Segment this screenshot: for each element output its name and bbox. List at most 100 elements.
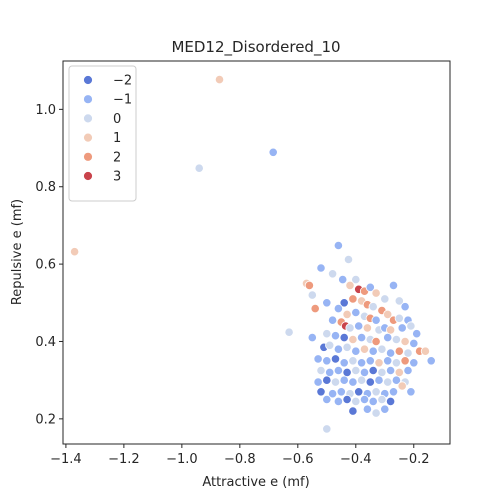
data-point	[325, 340, 335, 350]
data-point	[333, 303, 343, 314]
data-point	[327, 315, 338, 325]
data-point	[368, 302, 378, 312]
data-point	[403, 365, 413, 376]
legend-marker	[83, 151, 93, 162]
data-point	[365, 356, 375, 366]
data-point	[322, 329, 332, 339]
data-point	[400, 302, 410, 312]
data-point	[351, 307, 361, 318]
legend-label: −2	[113, 74, 132, 89]
data-point	[409, 338, 419, 348]
data-point	[316, 263, 326, 273]
data-point	[284, 327, 294, 337]
data-point	[371, 387, 381, 397]
y-tick-label: 0.6	[35, 258, 56, 273]
data-point	[391, 375, 401, 385]
data-point	[377, 394, 387, 405]
data-point	[351, 365, 361, 376]
data-point	[327, 269, 338, 279]
x-axis: −1.4 −1.2 −1.0 −0.8 −0.6 −0.4 −0.2	[50, 444, 430, 467]
x-tick-label: −0.8	[224, 452, 256, 467]
data-point	[374, 375, 384, 385]
legend-label: 1	[113, 131, 121, 146]
data-point	[316, 365, 326, 376]
data-point	[397, 381, 407, 391]
y-tick-label: 1.0	[35, 103, 56, 118]
data-point	[325, 367, 335, 377]
data-point	[359, 367, 370, 377]
legend-label: 0	[113, 112, 121, 127]
data-point	[330, 354, 341, 364]
data-point	[339, 298, 349, 308]
data-point	[351, 346, 361, 356]
data-point	[333, 240, 343, 251]
data-point	[406, 387, 416, 397]
data-point	[342, 394, 352, 405]
data-point	[356, 332, 367, 343]
data-point	[70, 247, 80, 257]
data-point	[383, 377, 393, 387]
y-tick-label: 0.2	[35, 412, 56, 427]
legend-marker	[83, 94, 93, 105]
data-point	[400, 356, 410, 366]
data-point	[348, 294, 358, 304]
legend-label: 2	[113, 150, 121, 165]
data-point	[343, 254, 354, 265]
data-point	[359, 394, 370, 405]
data-point	[322, 356, 332, 366]
data-point	[351, 274, 361, 285]
data-point	[342, 367, 352, 377]
data-point	[327, 389, 338, 399]
data-point	[385, 365, 396, 376]
data-point	[307, 290, 317, 300]
legend: −2 −1 0 1 2 3	[68, 65, 137, 202]
data-point	[345, 323, 355, 333]
data-point	[194, 163, 204, 173]
data-point	[354, 387, 364, 397]
data-point	[426, 356, 436, 366]
data-point	[383, 332, 393, 343]
data-point	[333, 365, 343, 376]
data-point	[388, 387, 399, 397]
data-point	[356, 375, 367, 385]
data-point	[377, 367, 387, 377]
data-point	[371, 315, 381, 325]
data-point	[394, 367, 404, 377]
data-point	[359, 344, 370, 354]
data-point	[339, 332, 349, 343]
x-tick-label: −0.2	[398, 452, 430, 467]
y-axis-label: Repulsive e (mf)	[10, 199, 25, 305]
plot-frame	[62, 60, 451, 445]
x-tick-label: −0.6	[282, 452, 314, 467]
data-point	[385, 325, 396, 335]
data-point	[348, 356, 358, 366]
data-point	[336, 387, 346, 397]
data-point	[313, 377, 323, 387]
data-point	[322, 375, 332, 385]
data-point	[362, 404, 372, 414]
data-point	[348, 377, 358, 387]
data-point	[385, 348, 396, 358]
data-point	[368, 396, 378, 406]
legend-label: −1	[113, 93, 132, 108]
data-point	[342, 342, 352, 352]
data-point	[380, 404, 390, 414]
data-point	[371, 288, 381, 298]
data-point	[409, 358, 419, 368]
data-point	[333, 344, 343, 354]
legend-marker	[83, 171, 93, 181]
data-point	[348, 406, 358, 416]
data-point	[365, 377, 375, 387]
data-point	[310, 303, 320, 314]
data-point	[330, 377, 341, 387]
data-point	[383, 356, 393, 366]
x-tick-label: −1.4	[50, 452, 82, 467]
data-point	[356, 358, 367, 368]
data-point	[313, 354, 323, 364]
data-point	[339, 375, 349, 385]
data-point	[403, 348, 413, 358]
data-point	[307, 332, 317, 343]
data-point	[394, 346, 404, 356]
data-point	[348, 334, 358, 345]
